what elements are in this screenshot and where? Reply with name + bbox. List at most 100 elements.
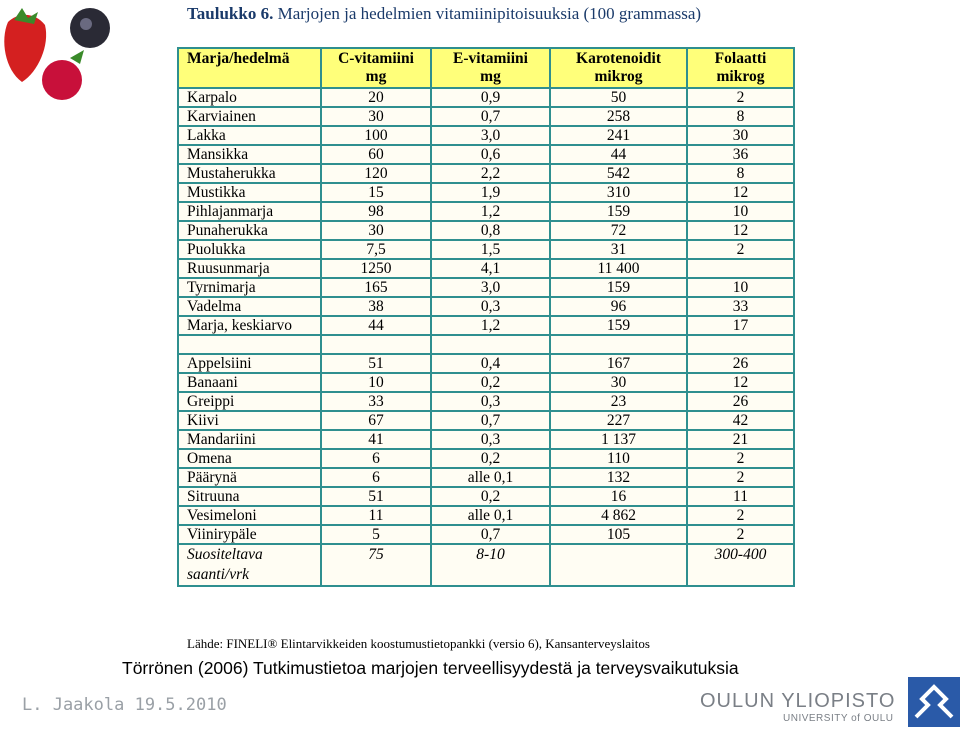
- column-name: Karotenoidit: [576, 50, 661, 67]
- table-cell: Suositeltava saanti/vrk: [177, 543, 322, 587]
- table-cell: 23: [549, 391, 688, 412]
- source: Lähde: FINELI® Elintarvikkeiden koostumu…: [187, 636, 650, 651]
- table-row: Mustikka 15 1,9 310 12: [177, 182, 795, 203]
- table-cell: Viinirypäle: [177, 524, 322, 545]
- table-row: Mustaherukka 120 2,2 542 8: [177, 163, 795, 184]
- table-cell: 11: [686, 486, 795, 507]
- table-row: Ruusunmarja 1250 4,1 11 400: [177, 258, 795, 279]
- table-cell: 0,2: [430, 486, 551, 507]
- table-cell: 227: [549, 410, 688, 431]
- table-cell: 2: [686, 505, 795, 526]
- table-cell: 100: [320, 125, 432, 146]
- column-header: Folaatti mikrog: [686, 47, 795, 89]
- table-row: Viinirypäle 5 0,7 105 2: [177, 524, 795, 545]
- table-cell: 0,6: [430, 144, 551, 165]
- table-cell: 10: [686, 201, 795, 222]
- table-cell: 21: [686, 429, 795, 450]
- column-unit: mg: [480, 68, 501, 85]
- table-cell: 241: [549, 125, 688, 146]
- column-name: Marja/hedelmä: [187, 50, 290, 67]
- table-cell: 12: [686, 220, 795, 241]
- header-row: Marja/hedelmä C-vitamiini mg E-vitamiini mg K…: [177, 47, 795, 89]
- table-cell: 6: [320, 467, 432, 488]
- table-cell: Pihlajanmarja: [177, 201, 322, 222]
- table-cell: 67: [320, 410, 432, 431]
- table-cell: 1 137: [549, 429, 688, 450]
- table-cell: 300-400: [686, 543, 795, 587]
- table-row: Vesimeloni 11 alle 0,1 4 862 2: [177, 505, 795, 526]
- table-row: Omena 6 0,2 110 2: [177, 448, 795, 469]
- column-unit: mikrog: [594, 68, 643, 85]
- table-cell: 30: [686, 125, 795, 146]
- table-row: Punaherukka 30 0,8 72 12: [177, 220, 795, 241]
- table-cell: 159: [549, 201, 688, 222]
- column-name: E-vitamiini: [453, 50, 528, 67]
- table-cell: 167: [549, 353, 688, 374]
- table-cell: 159: [549, 277, 688, 298]
- table-cell: 16: [549, 486, 688, 507]
- table-cell: 258: [549, 106, 688, 127]
- table-cell: 10: [320, 372, 432, 393]
- table-row: Puolukka 7,5 1,5 31 2: [177, 239, 795, 260]
- table-cell: 105: [549, 524, 688, 545]
- table-cell: 165: [320, 277, 432, 298]
- table-cell: alle 0,1: [430, 505, 551, 526]
- table-cell: 0,7: [430, 410, 551, 431]
- university: OULUN YLIOPISTO: [700, 690, 896, 712]
- table-row: Suositeltava saanti/vrk 75 8-10 300-400: [177, 543, 795, 587]
- table-cell: 1,9: [430, 182, 551, 203]
- table-cell: 1,2: [430, 315, 551, 336]
- table-row: Banaani 10 0,2 30 12: [177, 372, 795, 393]
- table-cell: 0,3: [430, 296, 551, 317]
- table-cell: 51: [320, 486, 432, 507]
- table-cell: [430, 334, 551, 355]
- table-cell: 2: [686, 467, 795, 488]
- table-cell: 12: [686, 372, 795, 393]
- table-cell: 30: [320, 220, 432, 241]
- table-cell: 60: [320, 144, 432, 165]
- table-row: Karpalo 20 0,9 50 2: [177, 87, 795, 108]
- logo: [908, 677, 960, 727]
- table-cell: [320, 334, 432, 355]
- table-row: Mansikka 60 0,6 44 36: [177, 144, 795, 165]
- table-cell: 44: [549, 144, 688, 165]
- table-cell: alle 0,1: [430, 467, 551, 488]
- table-cell: 6: [320, 448, 432, 469]
- table-cell: 38: [320, 296, 432, 317]
- table-cell: 20: [320, 87, 432, 108]
- table-cell: 8: [686, 106, 795, 127]
- table-row: Lakka 100 3,0 241 30: [177, 125, 795, 146]
- table-cell: 15: [320, 182, 432, 203]
- table-cell: [686, 334, 795, 355]
- table-row: Vadelma 38 0,3 96 33: [177, 296, 795, 317]
- table-cell: Karpalo: [177, 87, 322, 108]
- table-cell: 0,9: [430, 87, 551, 108]
- table-row: Pihlajanmarja 98 1,2 159 10: [177, 201, 795, 222]
- table-cell: Appelsiini: [177, 353, 322, 374]
- table-cell: 0,2: [430, 372, 551, 393]
- table-cell: 2: [686, 87, 795, 108]
- table-cell: 2: [686, 239, 795, 260]
- table-cell: Vadelma: [177, 296, 322, 317]
- table-cell: 33: [320, 391, 432, 412]
- table-cell: 4,1: [430, 258, 551, 279]
- table-cell: 44: [320, 315, 432, 336]
- table-cell: 41: [320, 429, 432, 450]
- university-en: UNIVERSITY of OULU: [783, 713, 894, 724]
- table-cell: Vesimeloni: [177, 505, 322, 526]
- table-row: Mandariini 41 0,3 1 137 21: [177, 429, 795, 450]
- table-cell: Marja, keskiarvo: [177, 315, 322, 336]
- table-cell: 1,2: [430, 201, 551, 222]
- table-cell: [549, 334, 688, 355]
- table-cell: 30: [549, 372, 688, 393]
- table-row: Tyrnimarja 165 3,0 159 10: [177, 277, 795, 298]
- vitamin-table: Marja/hedelmä C-vitamiini mg E-vitamiini mg K…: [177, 47, 795, 587]
- table-cell: 542: [549, 163, 688, 184]
- table-cell: [686, 258, 795, 279]
- table-cell: Greippi: [177, 391, 322, 412]
- table-cell: 0,2: [430, 448, 551, 469]
- table-cell: 8: [686, 163, 795, 184]
- table-cell: 4 862: [549, 505, 688, 526]
- column-name: C-vitamiini: [338, 50, 414, 67]
